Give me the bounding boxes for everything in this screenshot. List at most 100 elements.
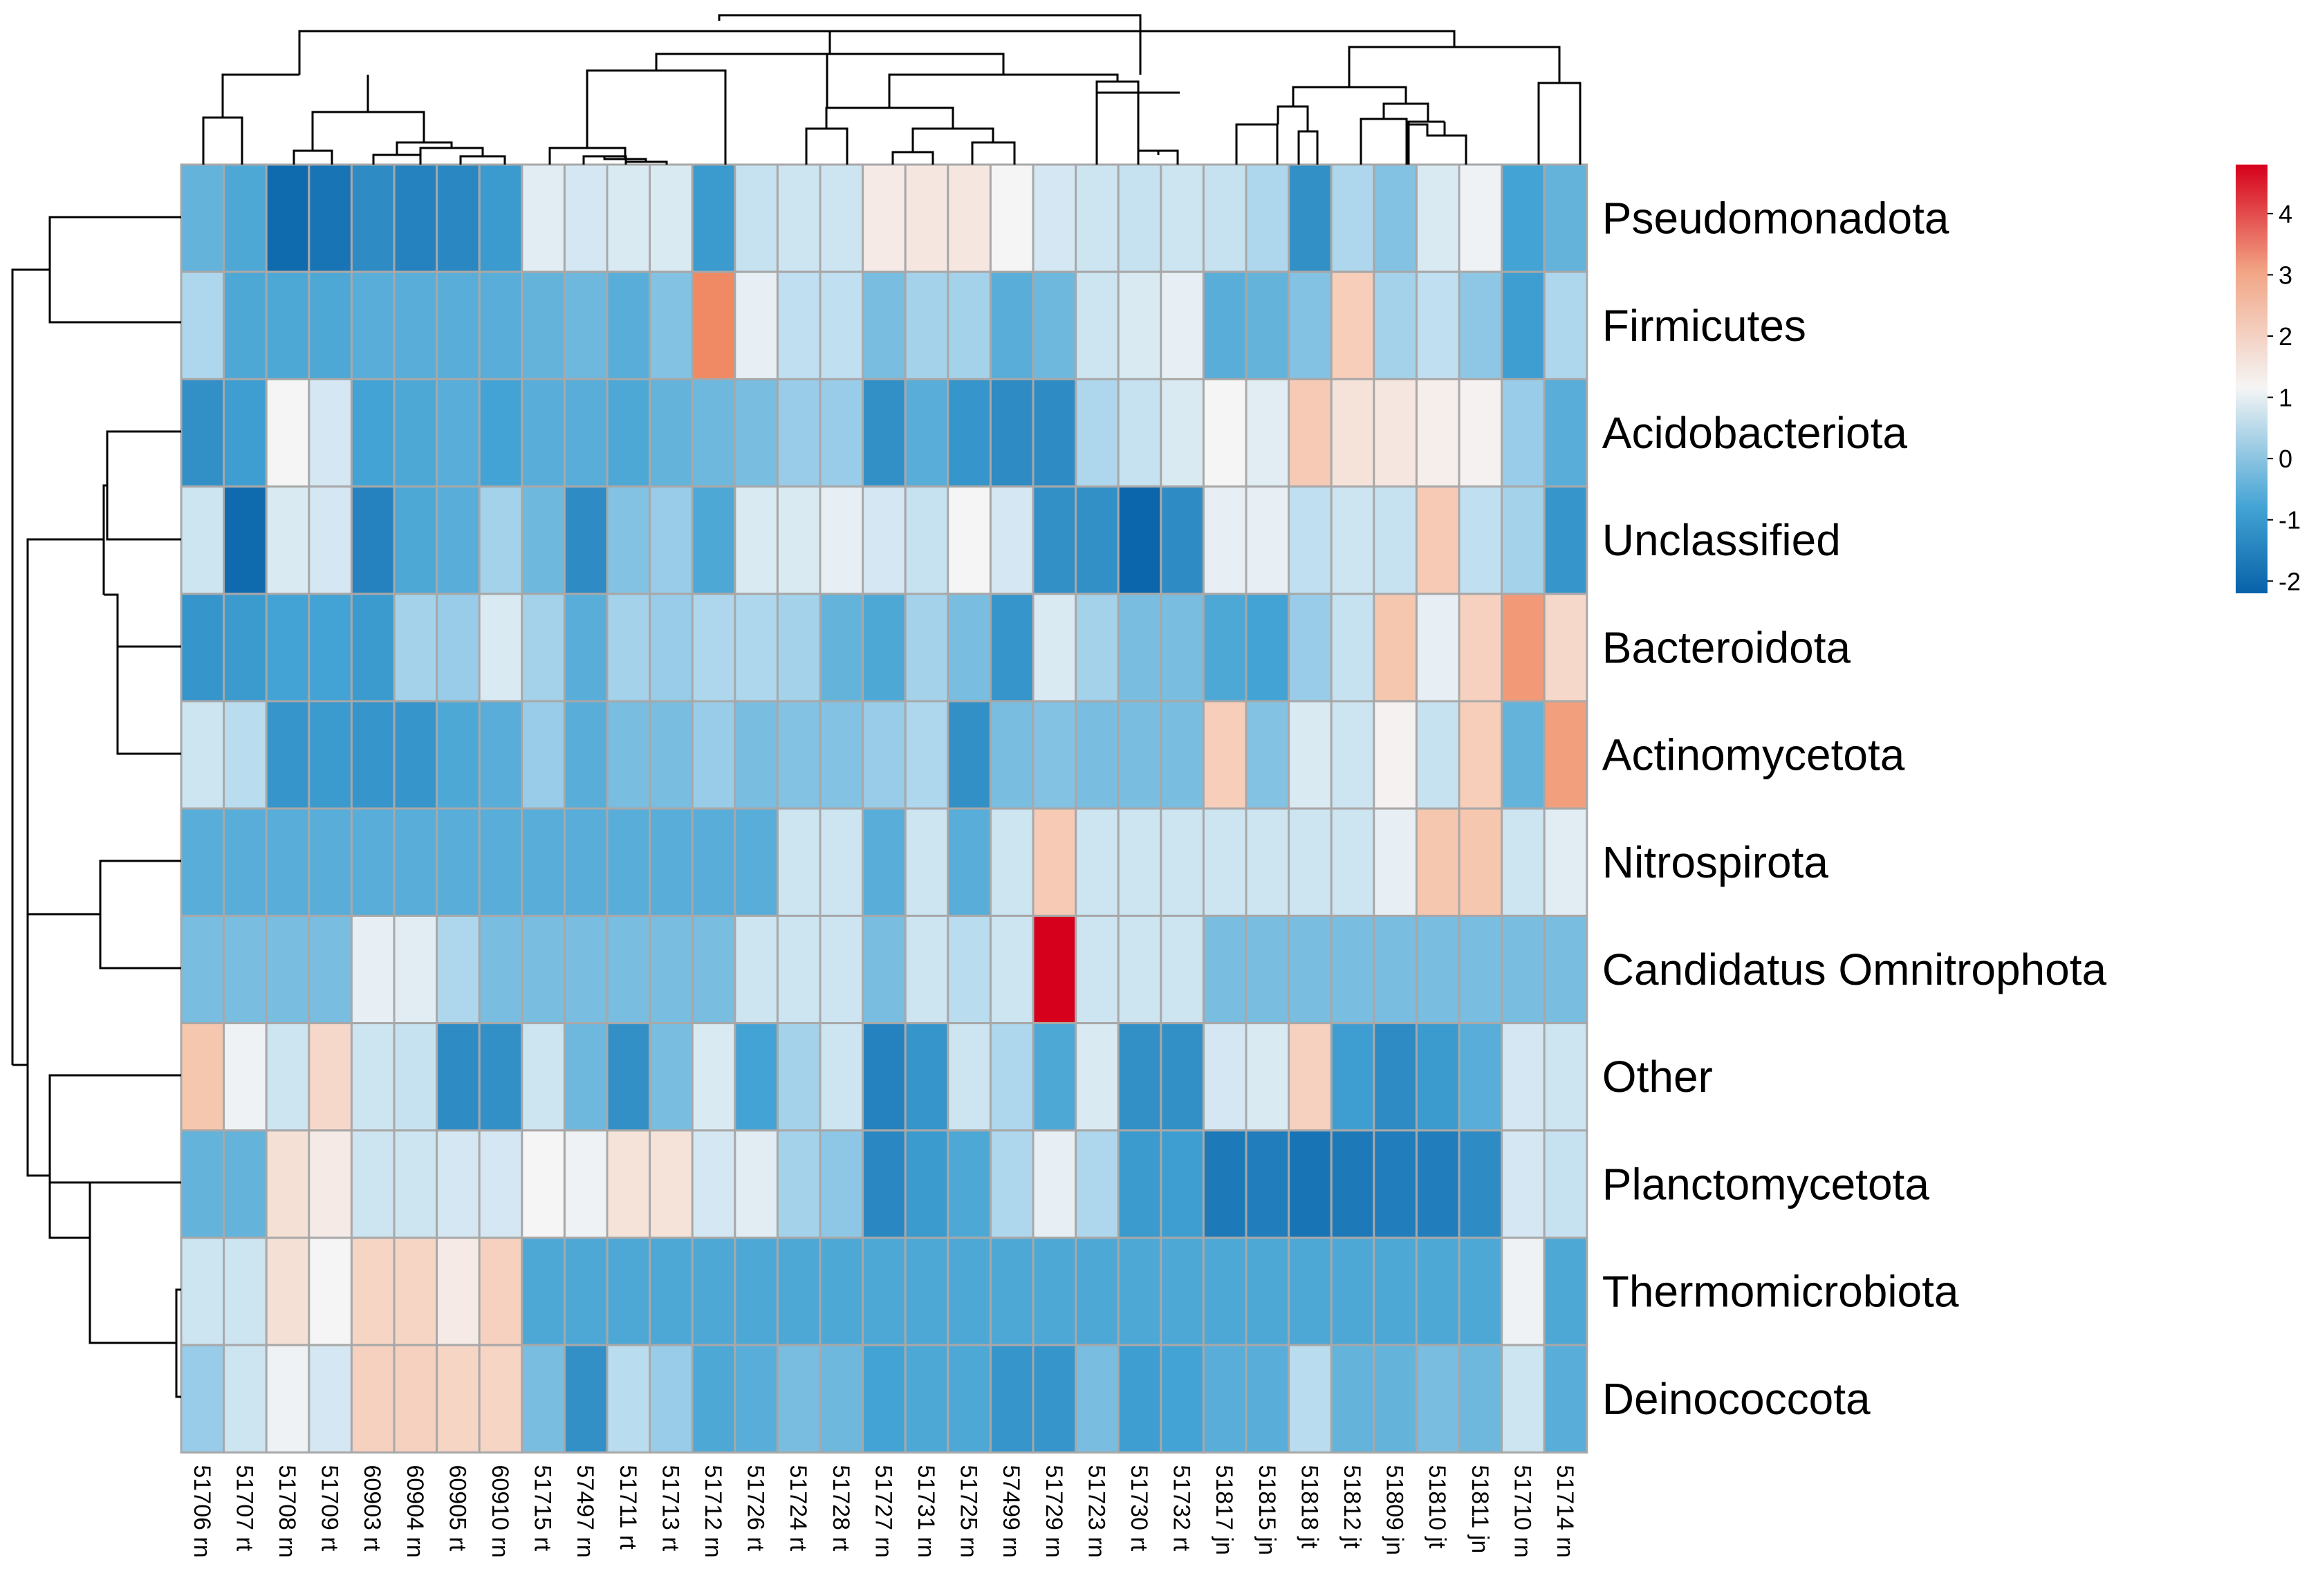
heatmap-cell: [265, 700, 310, 810]
heatmap-cell: [521, 378, 566, 488]
heatmap-cell: [947, 700, 992, 810]
heatmap-cell: [478, 163, 523, 273]
heatmap-cell: [1160, 1344, 1205, 1454]
heatmap-cell: [776, 485, 822, 595]
heatmap-cell: [1288, 1236, 1333, 1346]
heatmap-cell: [563, 270, 609, 380]
row-label: Deinococcota: [1602, 1374, 1871, 1424]
heatmap-cell: [1202, 1129, 1248, 1239]
heatmap-cell: [606, 593, 651, 703]
heatmap-cell: [1543, 378, 1588, 488]
heatmap-cell: [393, 1022, 438, 1132]
heatmap-cell: [521, 1022, 566, 1132]
heatmap-cell: [1117, 593, 1162, 703]
column-label: 51723 rn: [1083, 1465, 1109, 1557]
heatmap-cell: [1245, 1344, 1290, 1454]
heatmap-cell: [1543, 914, 1588, 1025]
heatmap-cell: [1543, 1344, 1588, 1454]
heatmap-cell: [1501, 163, 1546, 273]
heatmap-cell: [1373, 1344, 1418, 1454]
heatmap-cell: [478, 378, 523, 488]
heatmap-cell: [1501, 914, 1546, 1025]
heatmap-cell: [1458, 700, 1503, 810]
heatmap-cell: [1501, 700, 1546, 810]
column-label: 51810 jt: [1424, 1465, 1450, 1549]
heatmap-cell: [947, 485, 992, 595]
heatmap-cell: [1415, 378, 1461, 488]
heatmap-cell: [1160, 700, 1205, 810]
heatmap-cell: [947, 1236, 992, 1346]
heatmap-cell: [649, 378, 694, 488]
heatmap-cell: [1160, 914, 1205, 1025]
heatmap-cell: [1202, 914, 1248, 1025]
heatmap-cell: [776, 1022, 822, 1132]
heatmap-cell: [819, 700, 864, 810]
heatmap-cell: [223, 700, 268, 810]
heatmap-cell: [521, 700, 566, 810]
heatmap-cell: [1373, 1022, 1418, 1132]
heatmap-cell: [1117, 1022, 1162, 1132]
heatmap-cell: [265, 270, 310, 380]
heatmap-cell: [1373, 593, 1418, 703]
heatmap-cell: [776, 163, 822, 273]
heatmap-cell: [1202, 807, 1248, 917]
heatmap-cell: [1160, 807, 1205, 917]
heatmap-cell: [180, 1344, 225, 1454]
heatmap-cell: [223, 1236, 268, 1346]
heatmap-cell: [265, 1129, 310, 1239]
heatmap-cell: [1288, 593, 1333, 703]
heatmap-cell: [606, 1022, 651, 1132]
heatmap-cell: [989, 914, 1035, 1025]
heatmap-cell: [819, 1022, 864, 1132]
heatmap-cell: [393, 593, 438, 703]
heatmap-cell: [223, 914, 268, 1025]
heatmap-cell: [989, 378, 1035, 488]
heatmap-cell: [1245, 914, 1290, 1025]
heatmap-cell: [649, 1129, 694, 1239]
heatmap-cell: [1458, 270, 1503, 380]
heatmap-cell: [1330, 1129, 1375, 1239]
column-dendrogram: [202, 14, 1582, 165]
heatmap-cell: [1245, 593, 1290, 703]
column-label: 57499 rn: [998, 1465, 1024, 1557]
heatmap-cell: [1458, 378, 1503, 488]
heatmap-cell: [819, 807, 864, 917]
heatmap-cell: [904, 807, 949, 917]
heatmap-cell: [1330, 1344, 1375, 1454]
heatmap-cell: [1543, 1236, 1588, 1346]
heatmap-cell: [393, 700, 438, 810]
heatmap-cell: [1373, 914, 1418, 1025]
heatmap-cell: [436, 700, 481, 810]
heatmap-cell: [819, 1129, 864, 1239]
column-label: 51809 jn: [1382, 1465, 1408, 1555]
heatmap-cell: [1415, 914, 1461, 1025]
heatmap-cell: [691, 700, 736, 810]
column-label: 51714 rn: [1552, 1465, 1578, 1557]
heatmap-cell: [1543, 1022, 1588, 1132]
heatmap-cell: [1458, 1129, 1503, 1239]
heatmap-cell: [1288, 485, 1333, 595]
heatmap-cell: [563, 700, 609, 810]
heatmap-cell: [1458, 163, 1503, 273]
heatmap-cell: [1415, 1344, 1461, 1454]
heatmap-cell: [478, 807, 523, 917]
column-label: 51730 rt: [1126, 1465, 1152, 1551]
heatmap-cell: [1415, 807, 1461, 917]
heatmap-cell: [265, 1022, 310, 1132]
heatmap-cell: [947, 1344, 992, 1454]
heatmap-cell: [862, 593, 907, 703]
column-label: 57497 rn: [572, 1465, 598, 1557]
heatmap-cell: [691, 1344, 736, 1454]
heatmap-cell: [350, 1344, 396, 1454]
heatmap-cell: [563, 1129, 609, 1239]
heatmap-cell: [521, 1129, 566, 1239]
heatmap-cell: [1330, 378, 1375, 488]
column-label: 51811 jn: [1467, 1465, 1493, 1553]
heatmap-cell: [223, 1344, 268, 1454]
heatmap-cell: [1543, 700, 1588, 810]
heatmap-cells: [180, 163, 1588, 1454]
heatmap-cell: [393, 807, 438, 917]
heatmap-cell: [1032, 163, 1077, 273]
heatmap-cell: [862, 378, 907, 488]
heatmap-cell: [350, 163, 396, 273]
